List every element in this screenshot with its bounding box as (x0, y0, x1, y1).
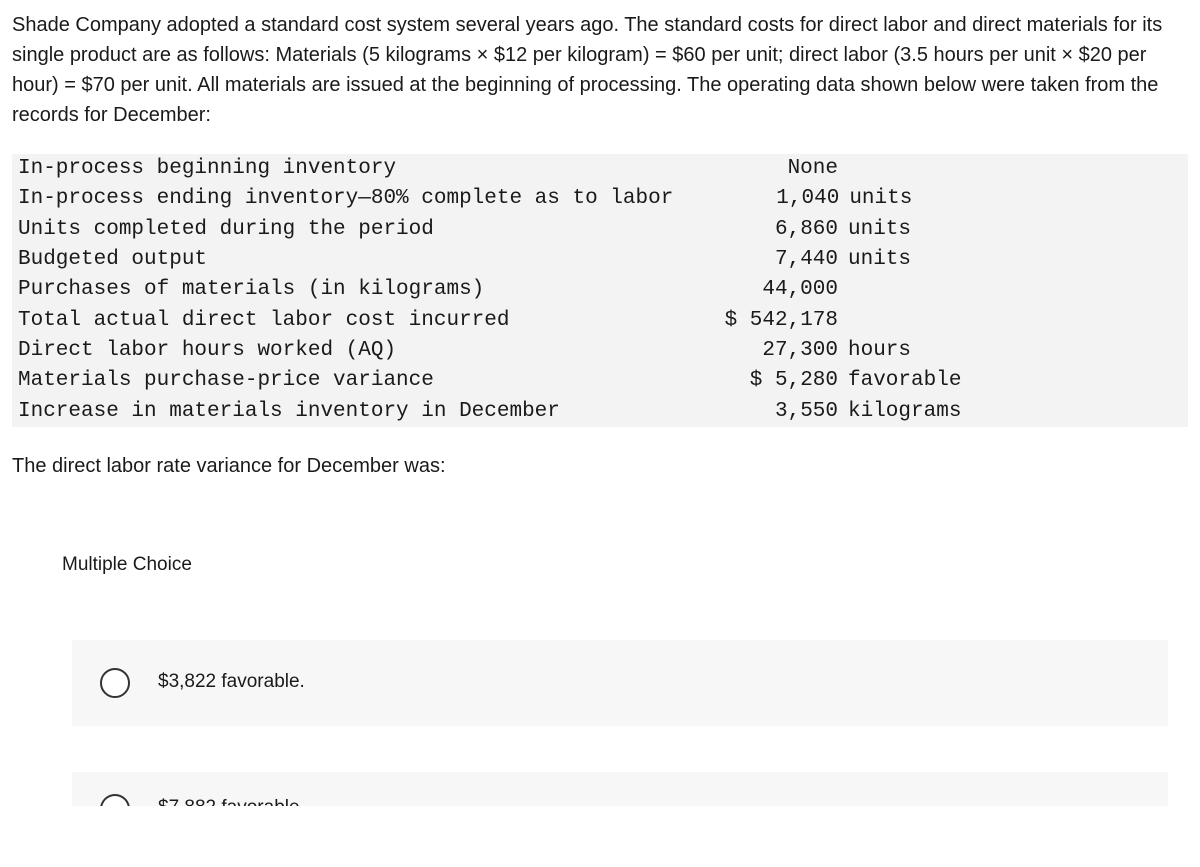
row-label: Budgeted output (12, 245, 672, 275)
row-unit (842, 154, 1188, 184)
table-row: In-process ending inventory—80% complete… (12, 184, 1188, 214)
row-label: Purchases of materials (in kilograms) (12, 275, 672, 305)
row-unit: hours (842, 336, 1188, 366)
row-label: Total actual direct labor cost incurred (12, 306, 672, 336)
row-unit (842, 306, 1188, 336)
table-row: Budgeted output 7,440 units (12, 245, 1188, 275)
table-row: Units completed during the period 6,860 … (12, 215, 1188, 245)
row-value: None (672, 154, 842, 184)
row-unit (842, 275, 1188, 305)
problem-intro: Shade Company adopted a standard cost sy… (12, 10, 1188, 130)
operating-data-table: In-process beginning inventory None In-p… (12, 154, 1188, 427)
table-row: Total actual direct labor cost incurred … (12, 306, 1188, 336)
multiple-choice-heading: Multiple Choice (62, 551, 1188, 580)
row-label: In-process beginning inventory (12, 154, 672, 184)
row-unit: units (843, 184, 1188, 214)
row-unit: units (842, 215, 1188, 245)
radio-icon[interactable] (100, 668, 130, 698)
choice-option[interactable]: $7,882 favorable. (72, 772, 1168, 806)
row-value: 44,000 (672, 275, 842, 305)
row-value: 3,550 (672, 397, 842, 427)
choice-text: $7,882 favorable. (158, 794, 305, 806)
table-row: Purchases of materials (in kilograms) 44… (12, 275, 1188, 305)
table-row: Direct labor hours worked (AQ) 27,300 ho… (12, 336, 1188, 366)
question-text: The direct labor rate variance for Decem… (12, 451, 1188, 481)
choice-text: $3,822 favorable. (158, 668, 305, 697)
row-label: In-process ending inventory—80% complete… (12, 184, 673, 214)
row-value: 7,440 (672, 245, 842, 275)
radio-icon[interactable] (100, 794, 130, 806)
row-unit: units (842, 245, 1188, 275)
table-row: In-process beginning inventory None (12, 154, 1188, 184)
table-row: Increase in materials inventory in Decem… (12, 397, 1188, 427)
row-unit: kilograms (842, 397, 1188, 427)
row-value: $ 542,178 (672, 306, 842, 336)
row-value: $ 5,280 (672, 366, 842, 396)
row-label: Units completed during the period (12, 215, 672, 245)
row-label: Materials purchase-price variance (12, 366, 672, 396)
row-value: 6,860 (672, 215, 842, 245)
row-label: Increase in materials inventory in Decem… (12, 397, 672, 427)
row-unit: favorable (842, 366, 1188, 396)
row-label: Direct labor hours worked (AQ) (12, 336, 672, 366)
row-value: 27,300 (672, 336, 842, 366)
table-row: Materials purchase-price variance $ 5,28… (12, 366, 1188, 396)
choice-option[interactable]: $3,822 favorable. (72, 640, 1168, 726)
row-value: 1,040 (673, 184, 843, 214)
